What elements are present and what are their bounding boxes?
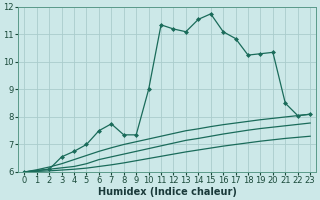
X-axis label: Humidex (Indice chaleur): Humidex (Indice chaleur) [98, 187, 237, 197]
